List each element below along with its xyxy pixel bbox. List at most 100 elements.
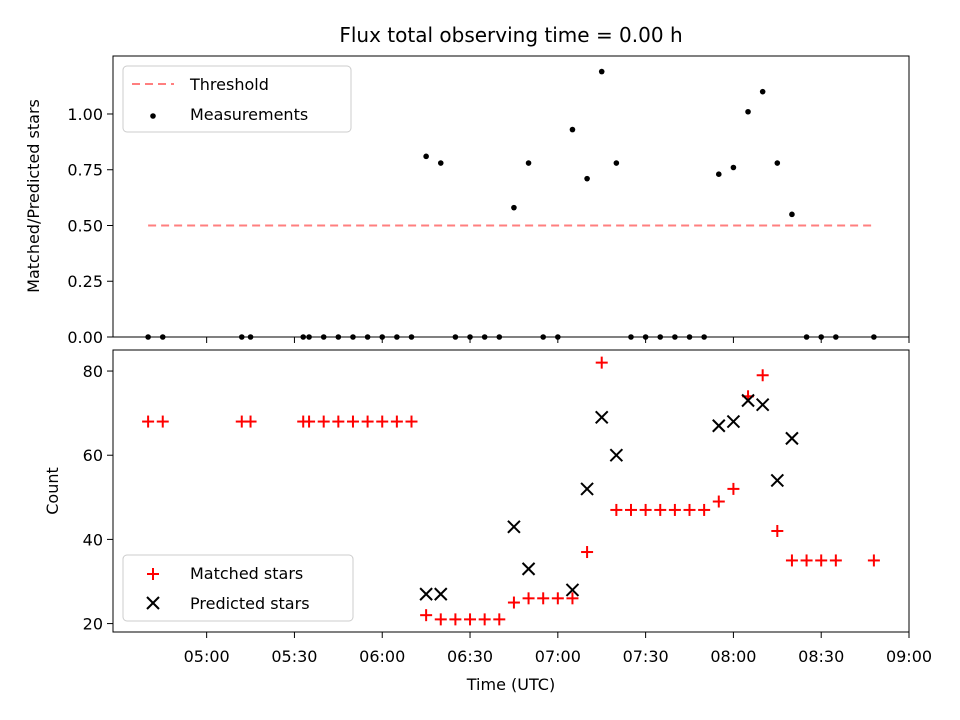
matched-star-point xyxy=(376,415,389,428)
legend-matched-swatch xyxy=(147,568,159,580)
predicted-star-point xyxy=(770,473,785,488)
legend-measurements-swatch xyxy=(150,113,156,119)
top-y-tick-label: 0.75 xyxy=(67,161,103,180)
measurement-point xyxy=(759,88,766,95)
legend-measurements-label: Measurements xyxy=(190,105,308,124)
predicted-star-point xyxy=(580,482,594,496)
measurement-point xyxy=(745,108,751,115)
predicted-star-point xyxy=(595,410,609,425)
predicted-star-point xyxy=(726,414,741,429)
matched-star-point xyxy=(829,554,842,567)
measurement-point xyxy=(511,204,517,211)
predicted-star-point xyxy=(507,520,521,534)
matched-star-point xyxy=(771,524,784,537)
top-y-axis-label: Matched/Predicted stars xyxy=(24,99,43,293)
x-tick-label: 07:00 xyxy=(535,647,581,666)
matched-star-point xyxy=(867,554,880,567)
matched-star-point xyxy=(815,554,828,567)
measurement-point xyxy=(789,211,795,218)
measurement-point xyxy=(423,153,429,160)
matched-star-point xyxy=(434,613,447,626)
matched-star-point xyxy=(332,415,345,428)
top-y-tick-label: 0.00 xyxy=(67,328,103,347)
x-tick-label: 07:30 xyxy=(623,647,669,666)
matched-star-point xyxy=(727,482,740,495)
measurement-point xyxy=(774,160,781,166)
measurement-point xyxy=(584,175,590,182)
bottom-y-tick-label: 60 xyxy=(83,446,103,465)
matched-star-point xyxy=(244,415,257,428)
matched-star-point xyxy=(654,503,667,516)
bottom-legend: Matched stars Predicted stars xyxy=(122,554,354,622)
x-tick-label: 05:30 xyxy=(271,647,317,666)
matched-star-point xyxy=(581,546,594,559)
x-axis-label: Time (UTC) xyxy=(466,675,555,694)
x-tick-label: 06:30 xyxy=(447,647,493,666)
matched-star-point xyxy=(420,609,433,622)
matched-star-point xyxy=(551,592,564,605)
top-plot-area xyxy=(112,55,910,338)
matched-star-point xyxy=(317,415,330,428)
matched-star-point xyxy=(610,503,623,516)
matched-star-point xyxy=(756,369,769,382)
chart-title: Flux total observing time = 0.00 h xyxy=(339,23,682,47)
bottom-y-axis-label: Count xyxy=(43,467,62,515)
predicted-star-point xyxy=(712,419,726,433)
matched-star-point xyxy=(507,596,520,609)
predicted-star-point xyxy=(609,448,624,462)
measurement-point xyxy=(730,164,737,171)
matched-star-point xyxy=(785,554,798,567)
legend-predicted-label: Predicted stars xyxy=(190,594,310,613)
measurement-point xyxy=(613,160,620,166)
top-y-tick-label: 0.25 xyxy=(67,272,103,291)
matched-star-point xyxy=(668,503,681,516)
top-panel: Flux total observing time = 0.00 h 0.00 0… xyxy=(24,23,910,347)
predicted-star-point xyxy=(785,431,799,446)
matched-star-point xyxy=(464,613,477,626)
matched-star-point xyxy=(346,415,359,428)
measurement-point xyxy=(525,160,532,166)
x-tick-label: 08:00 xyxy=(710,647,756,666)
measurement-point xyxy=(598,68,605,75)
x-tick-label: 08:30 xyxy=(798,647,844,666)
legend-matched-label: Matched stars xyxy=(190,564,303,583)
matched-star-point xyxy=(361,415,374,428)
predicted-star-point xyxy=(741,393,755,408)
bottom-y-tick-label: 80 xyxy=(83,362,103,381)
matched-star-point xyxy=(478,613,491,626)
bottom-y-tick-label: 20 xyxy=(83,615,103,634)
predicted-star-point xyxy=(434,587,448,601)
top-legend: Threshold Measurements xyxy=(122,65,352,133)
matched-star-point xyxy=(405,415,418,428)
matched-star-point xyxy=(698,503,711,516)
bottom-plot-area xyxy=(112,349,910,633)
matched-star-point xyxy=(493,613,506,626)
bottom-panel: 20 40 60 80 05:00 05:30 06:00 06:30 07:00 07:30 0… xyxy=(43,349,932,694)
legend-predicted-swatch xyxy=(146,596,160,610)
matched-star-point xyxy=(142,415,155,428)
matched-star-point xyxy=(683,503,696,516)
bottom-y-tick-label: 40 xyxy=(83,530,103,549)
top-y-tick-label: 0.50 xyxy=(67,216,103,235)
matched-star-point xyxy=(390,415,403,428)
predicted-star-point xyxy=(755,398,770,412)
predicted-star-point xyxy=(565,583,580,597)
matched-star-point xyxy=(156,415,169,428)
predicted-star-point xyxy=(419,587,433,601)
matched-star-point xyxy=(566,592,579,605)
matched-star-point xyxy=(624,503,637,516)
matched-star-point xyxy=(303,415,316,428)
matched-star-point xyxy=(712,495,725,508)
matched-star-point xyxy=(800,554,813,567)
x-tick-label: 05:00 xyxy=(184,647,230,666)
x-tick-label: 06:00 xyxy=(359,647,405,666)
matched-star-point xyxy=(595,356,608,369)
matched-star-point xyxy=(537,592,550,605)
legend-threshold-label: Threshold xyxy=(189,75,269,94)
top-y-tick-label: 1.00 xyxy=(67,105,103,124)
measurement-point xyxy=(437,160,444,166)
predicted-star-point xyxy=(521,562,536,576)
matched-star-point xyxy=(639,503,652,516)
measurement-point xyxy=(569,126,576,133)
